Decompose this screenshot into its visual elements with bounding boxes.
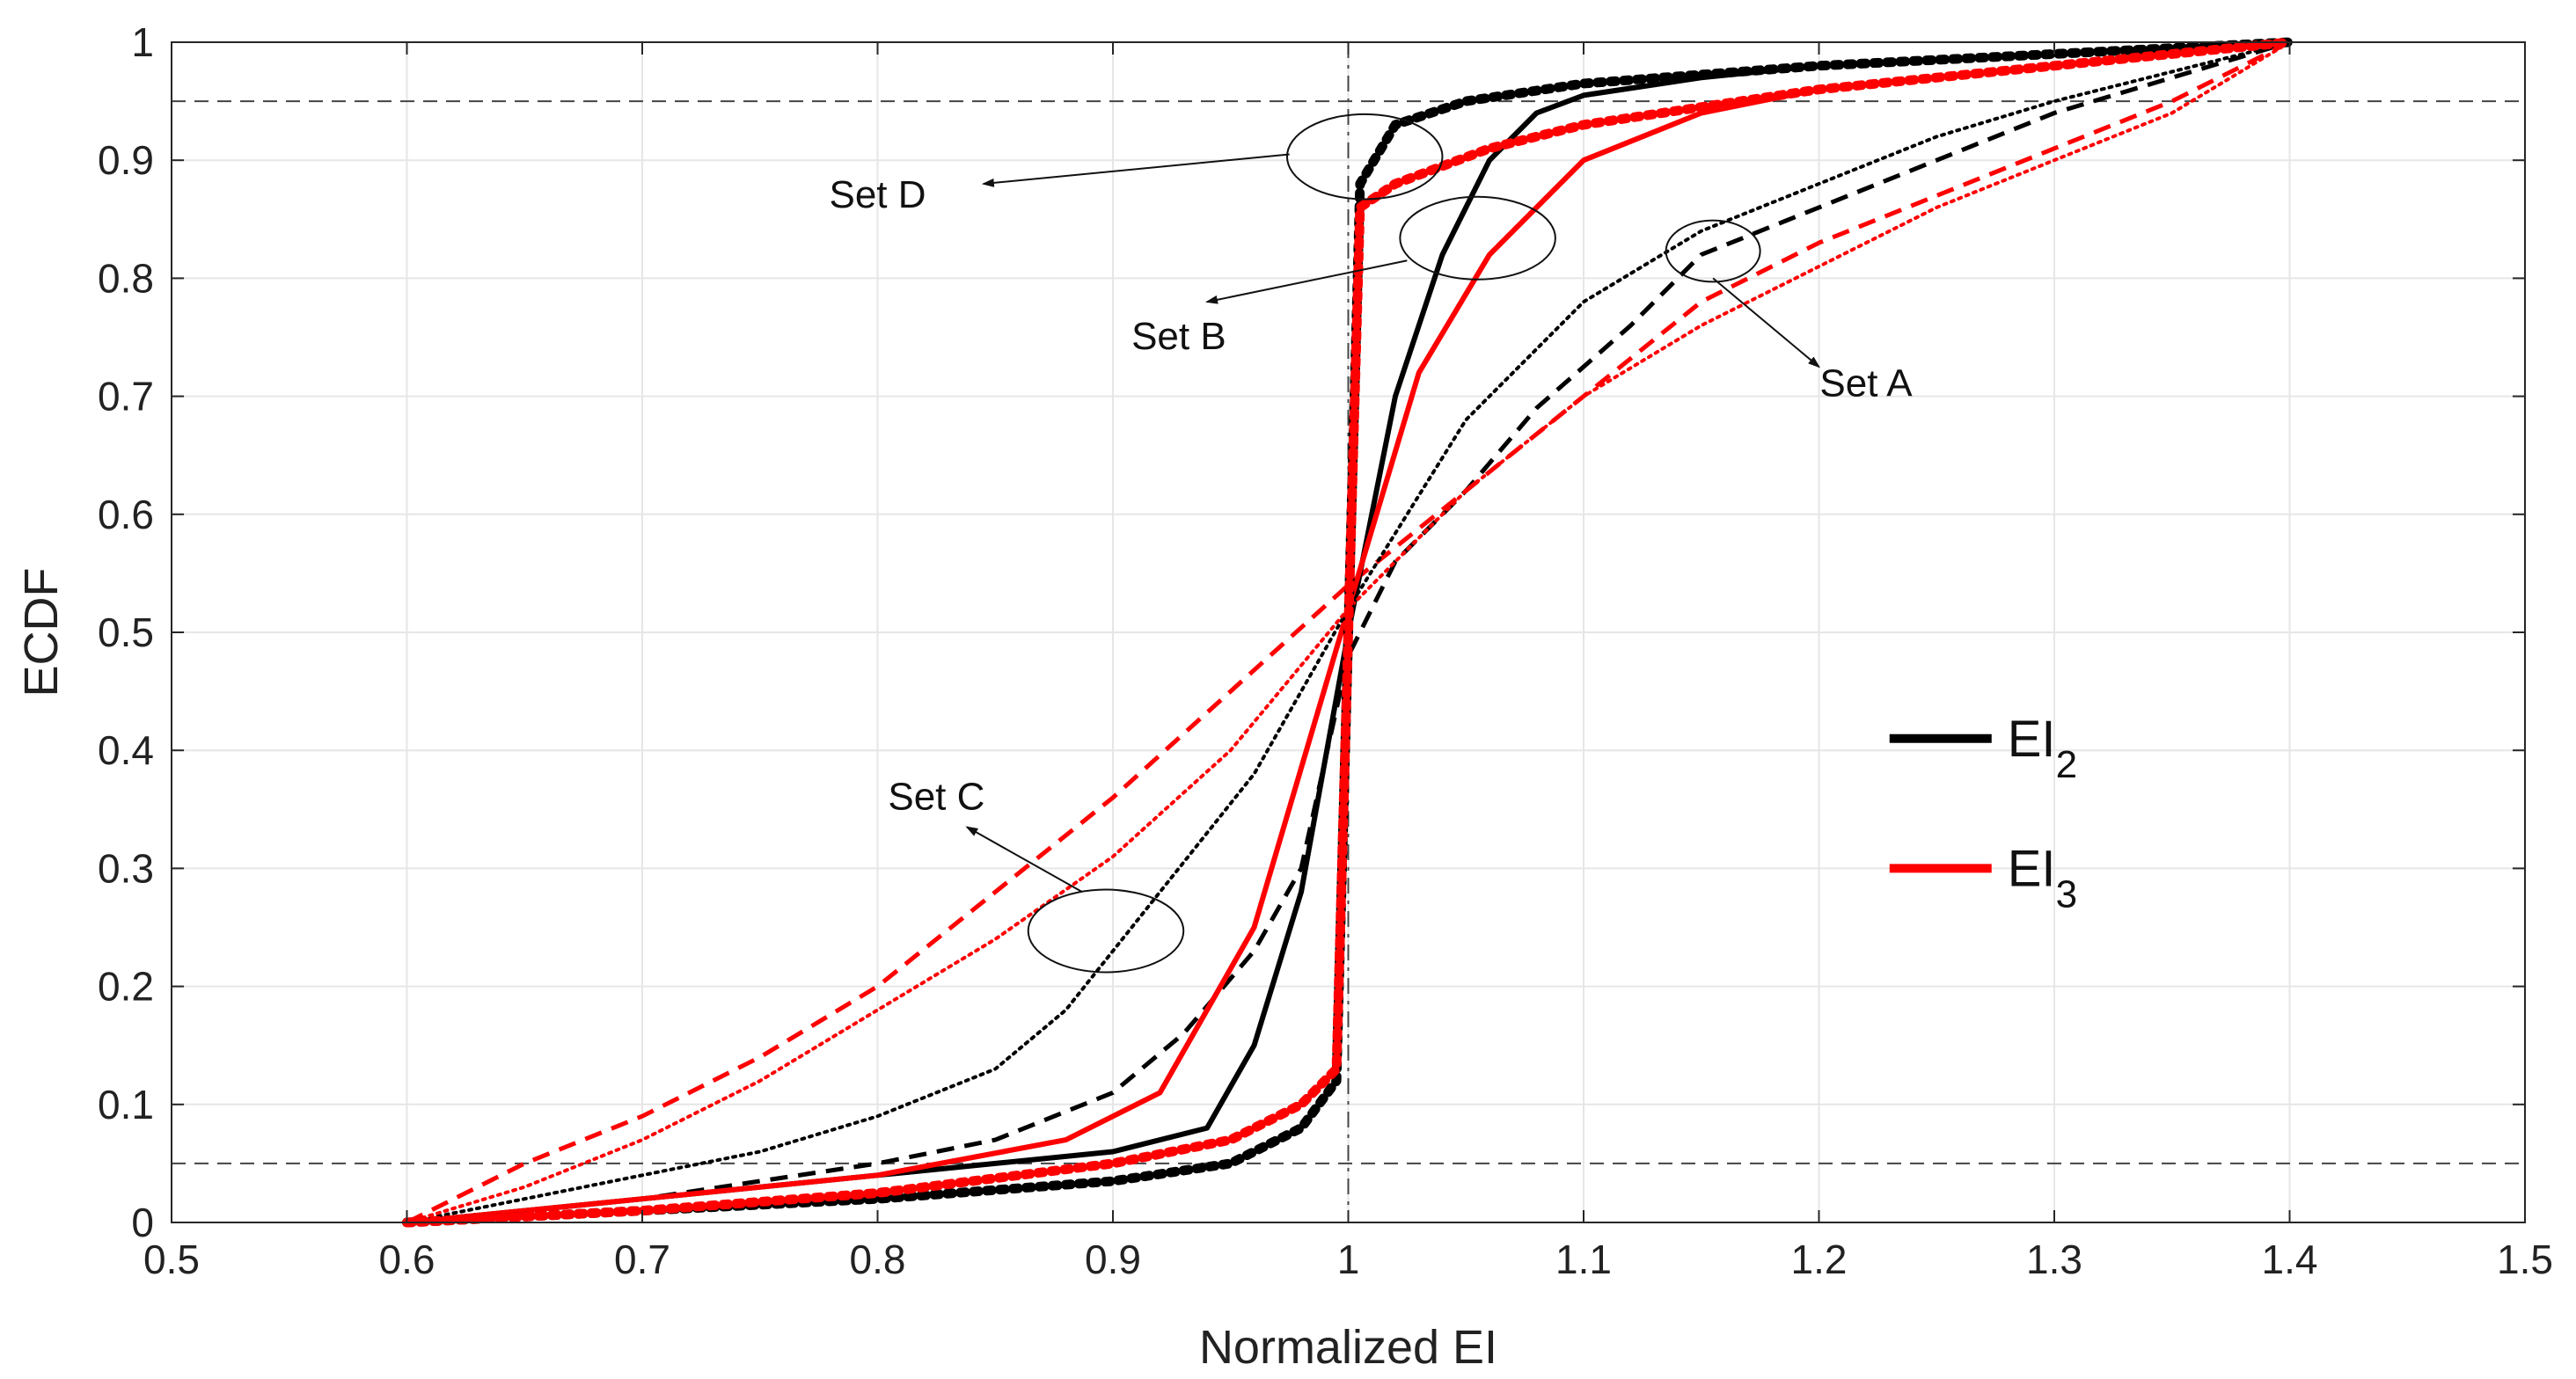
- y-tick-label: 0.7: [98, 374, 154, 420]
- y-axis-title: ECDF: [15, 568, 68, 697]
- x-tick-label: 1.2: [1791, 1237, 1848, 1282]
- y-tick-label: 0.1: [98, 1082, 154, 1127]
- reference-lines: [172, 42, 2525, 1222]
- legend-label-subscript: 3: [2056, 872, 2077, 916]
- y-tick-label: 0.9: [98, 137, 154, 183]
- x-tick-label: 1.4: [2262, 1237, 2318, 1282]
- y-tick-label: 0.3: [98, 845, 154, 891]
- x-tick-label: 0.7: [614, 1237, 670, 1282]
- set-b-arrow: [1205, 259, 1408, 304]
- x-axis-title: Normalized EI: [1199, 1321, 1497, 1374]
- set-a-ellipse: [1665, 219, 1761, 283]
- y-tick-label: 0.8: [98, 255, 154, 301]
- x-tick-label: 1: [1337, 1237, 1360, 1282]
- legend-label-main: EI: [2008, 840, 2056, 897]
- axis-ticks: 0.5 0.6 0.7 0.8 0.9 1 1.1 1.2 1.3 1.4 1.5 0 0.1 0.2 0.…: [98, 19, 2553, 1282]
- series-line-set-a-ei2: [406, 40, 2291, 1225]
- set-d-arrow: [981, 153, 1290, 187]
- y-tick-label: 0.6: [98, 492, 154, 537]
- set-d-label: Set D: [829, 173, 926, 216]
- x-tick-label: 0.9: [1085, 1237, 1141, 1282]
- annotations: Set A Set B Set C Set D: [829, 113, 1913, 974]
- set-c-ellipse: [1027, 888, 1185, 974]
- set-a-arrow: [1712, 277, 1821, 368]
- y-tick-label: 0.5: [98, 609, 154, 655]
- series-line-set-c-ei2: [405, 40, 2292, 1224]
- set-a-label: Set A: [1819, 362, 1913, 405]
- x-tick-label: 0.5: [143, 1237, 200, 1282]
- legend-label-main: EI: [2008, 711, 2056, 768]
- set-c-arrow: [965, 826, 1083, 894]
- set-d-ellipse: [1285, 113, 1444, 201]
- legend-label-ei3: EI3: [2008, 840, 2077, 916]
- y-tick-label: 0.2: [98, 964, 154, 1010]
- set-c-label: Set C: [888, 775, 984, 818]
- legend-label-ei2: EI2: [2008, 711, 2077, 786]
- x-tick-label: 1.1: [1555, 1237, 1612, 1282]
- y-tick-label: 0: [131, 1200, 154, 1245]
- series-lines: [402, 37, 2294, 1228]
- x-tick-label: 1.3: [2026, 1237, 2082, 1282]
- series-line-set-a-ei3: [406, 40, 2291, 1225]
- set-b-ellipse: [1399, 195, 1556, 281]
- x-tick-label: 0.6: [379, 1237, 435, 1282]
- legend-label-subscript: 2: [2056, 743, 2077, 786]
- y-tick-label: 1: [131, 19, 154, 65]
- series-line-set-d-ei3: [402, 37, 2294, 1228]
- y-tick-label: 0.4: [98, 727, 154, 773]
- x-tick-label: 1.5: [2497, 1237, 2553, 1282]
- set-b-label: Set B: [1131, 315, 1226, 358]
- x-tick-label: 0.8: [850, 1237, 906, 1282]
